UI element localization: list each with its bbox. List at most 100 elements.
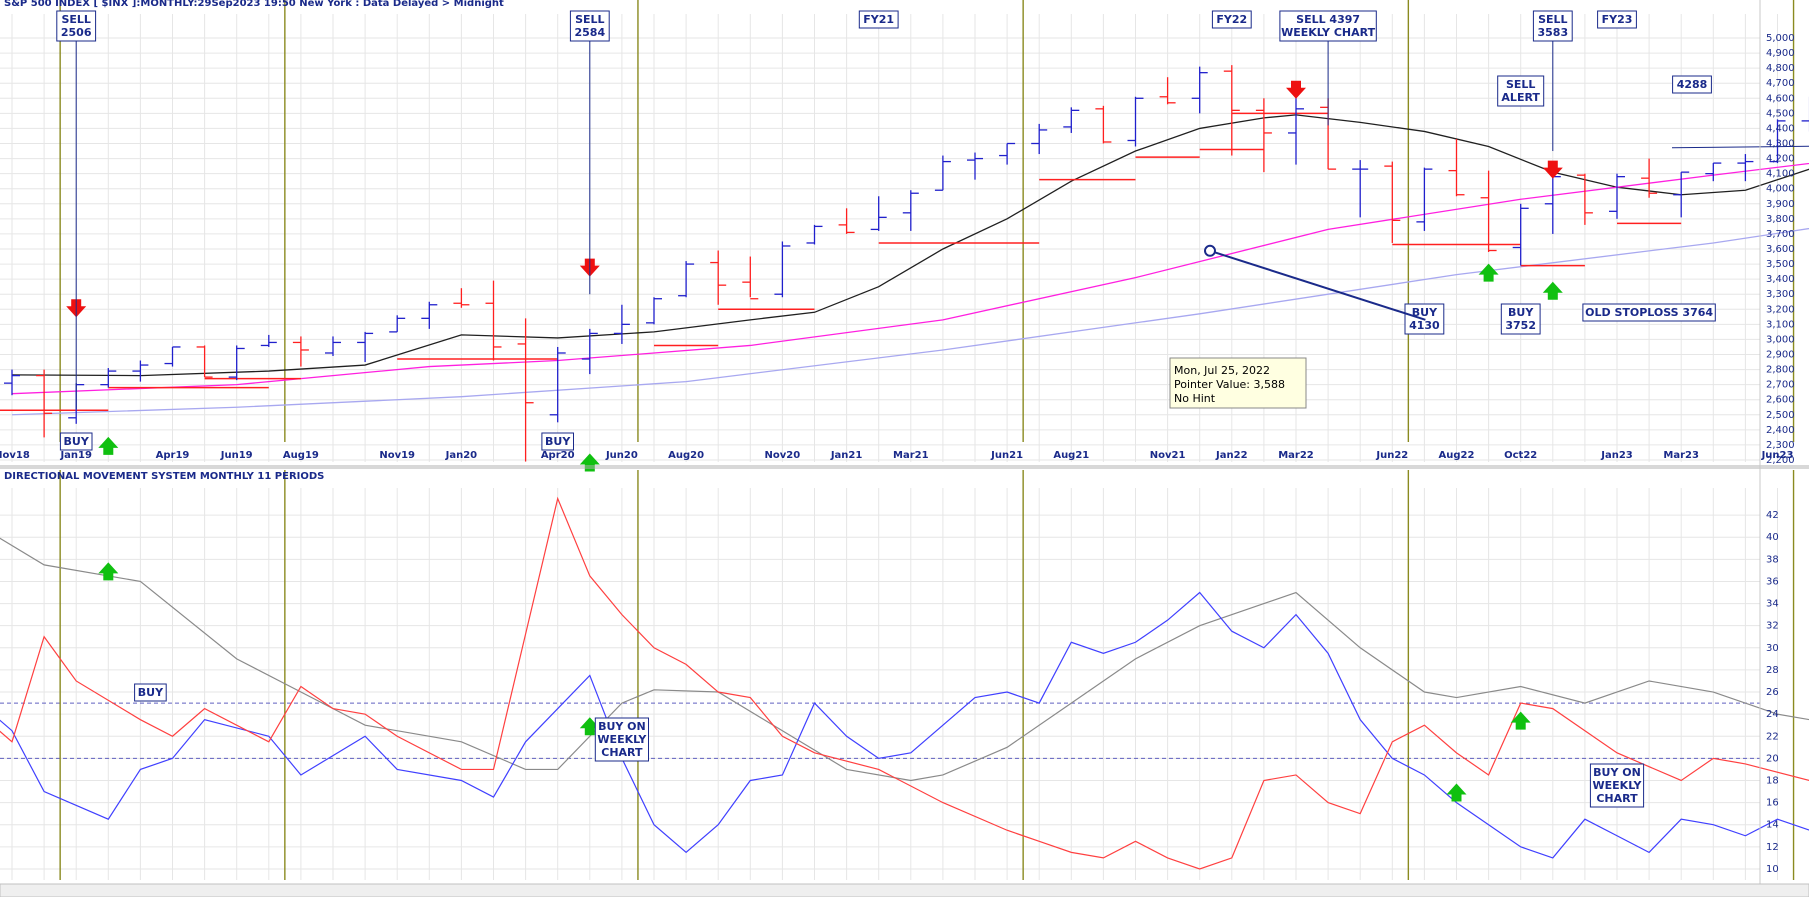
annotation-text: BUY <box>1412 306 1438 319</box>
dmi-tick-label: 36 <box>1766 576 1779 587</box>
date-tick-label: Jun22 <box>1375 450 1408 461</box>
ohlc-bars <box>4 65 1809 462</box>
price-tick-label: 4,000 <box>1766 184 1795 195</box>
annotation-text: 2584 <box>574 26 605 39</box>
date-tick-label: Aug21 <box>1053 450 1089 461</box>
annotation-text: 4130 <box>1409 319 1440 332</box>
price-tick-label: 2,400 <box>1766 425 1795 436</box>
date-tick-label: Mar23 <box>1663 450 1699 461</box>
date-tick-label: Aug22 <box>1439 450 1475 461</box>
price-tick-label: 2,500 <box>1766 410 1795 421</box>
price-tick-label: 5,000 <box>1766 33 1795 44</box>
dmi-tick-label: 42 <box>1766 510 1779 521</box>
buy-arrow-icon <box>1510 711 1531 730</box>
annotation-text: FY22 <box>1216 13 1247 26</box>
tooltip-value: Pointer Value: 3,588 <box>1174 378 1285 391</box>
price-tick-label: 3,300 <box>1766 289 1795 300</box>
price-tick-label: 2,200 <box>1766 455 1795 466</box>
date-tick-label: Jun20 <box>605 450 638 461</box>
dmi-tick-label: 24 <box>1766 709 1779 720</box>
dmi-grid <box>0 488 1778 880</box>
annotation-pointer <box>1209 249 1426 321</box>
annotation-text: ALERT <box>1501 91 1540 104</box>
tooltip-hint: No Hint <box>1174 392 1216 405</box>
dmi-tick-label: 26 <box>1766 687 1779 698</box>
annotation-text: OLD STOPLOSS 3764 <box>1585 306 1713 319</box>
buy-arrow-icon <box>1542 281 1563 300</box>
date-tick-label: Nov20 <box>765 450 801 461</box>
buy-arrow-icon <box>579 453 600 472</box>
price-tick-label: 3,900 <box>1766 199 1795 210</box>
annotation-text: WEEKLY <box>597 733 647 746</box>
buy-arrow-icon <box>98 436 119 455</box>
dmi-tick-label: 40 <box>1766 532 1779 543</box>
annotation-text: FY23 <box>1602 13 1633 26</box>
price-tick-label: 4,100 <box>1766 169 1795 180</box>
price-tick-label: 3,800 <box>1766 214 1795 225</box>
price-tick-label: 3,700 <box>1766 229 1795 240</box>
dmi-tick-label: 34 <box>1766 599 1779 610</box>
date-tick-label: Mar21 <box>893 450 929 461</box>
annotation-text: SELL 4397 <box>1296 13 1360 26</box>
annotation-text: BUY <box>64 435 90 448</box>
date-tick-label: Nov19 <box>379 450 415 461</box>
dmi-tick-label: 12 <box>1766 842 1779 853</box>
annotation-box <box>1497 75 1545 107</box>
chart-title: S&P 500 INDEX [ $INX ]:MONTHLY:29Sep2023… <box>4 0 504 9</box>
date-tick-label: Aug20 <box>668 450 704 461</box>
price-tick-label: 4,600 <box>1766 93 1795 104</box>
dmi-tick-label: 28 <box>1766 665 1779 676</box>
dmi-tick-label: 16 <box>1766 798 1779 809</box>
annotation-box <box>1500 303 1541 335</box>
annotation-box <box>1589 763 1645 808</box>
annotation-text: BUY ON <box>1593 766 1641 779</box>
price-grid <box>0 14 1778 462</box>
annotation-box <box>1582 303 1716 322</box>
date-tick-label: Apr20 <box>541 450 575 461</box>
annotation-box <box>1211 10 1252 29</box>
scrollbar <box>0 883 1809 897</box>
annotation-text: FY21 <box>863 13 894 26</box>
price-tick-label: 2,300 <box>1766 440 1795 451</box>
annotation-text: CHART <box>601 746 643 759</box>
annotation-box <box>1597 10 1637 29</box>
dmi-tick-label: 10 <box>1766 864 1779 875</box>
price-tick-label: 3,200 <box>1766 304 1795 315</box>
annotation-box <box>1279 10 1377 42</box>
date-tick-label: Mar22 <box>1278 450 1314 461</box>
dmi-tick-label: 18 <box>1766 775 1779 786</box>
buy-arrow-icon <box>98 562 119 581</box>
price-tick-label: 3,600 <box>1766 244 1795 255</box>
annotation-text: SELL <box>1538 13 1567 26</box>
annotation-box <box>1532 10 1573 42</box>
date-tick-label: Jan23 <box>1600 450 1633 461</box>
dmi-series-line <box>0 496 1809 870</box>
price-tick-label: 3,500 <box>1766 259 1795 270</box>
annotation-text: WEEKLY <box>1593 779 1643 792</box>
annotation-text: BUY <box>1508 306 1534 319</box>
price-tick-label: 4,300 <box>1766 139 1795 150</box>
annotation-box <box>1672 75 1712 94</box>
dmi-tick-label: 32 <box>1766 621 1779 632</box>
price-tick-label: 2,800 <box>1766 365 1795 376</box>
fiscal-year-markers <box>59 0 1795 880</box>
annotation-text: CHART <box>1596 792 1638 805</box>
date-tick-label: Jun19 <box>220 450 253 461</box>
date-tick-label: Jan21 <box>830 450 863 461</box>
price-tick-label: 4,700 <box>1766 78 1795 89</box>
annotation-text: WEEKLY CHART <box>1281 26 1376 39</box>
moving-average-line <box>11 227 1809 416</box>
date-tick-label: Jan19 <box>59 450 92 461</box>
annotation-box <box>59 432 93 451</box>
annotation-text: BUY <box>545 435 571 448</box>
price-tick-label: 3,100 <box>1766 319 1795 330</box>
buy-arrow-icon <box>1446 783 1467 802</box>
price-tick-label: 3,000 <box>1766 334 1795 345</box>
sell-arrow-icon <box>1286 80 1306 99</box>
price-tick-label: 2,700 <box>1766 380 1795 391</box>
annotation-text: SELL <box>575 13 604 26</box>
annotation-box <box>594 717 649 762</box>
annotation-text: BUY ON <box>598 720 646 733</box>
